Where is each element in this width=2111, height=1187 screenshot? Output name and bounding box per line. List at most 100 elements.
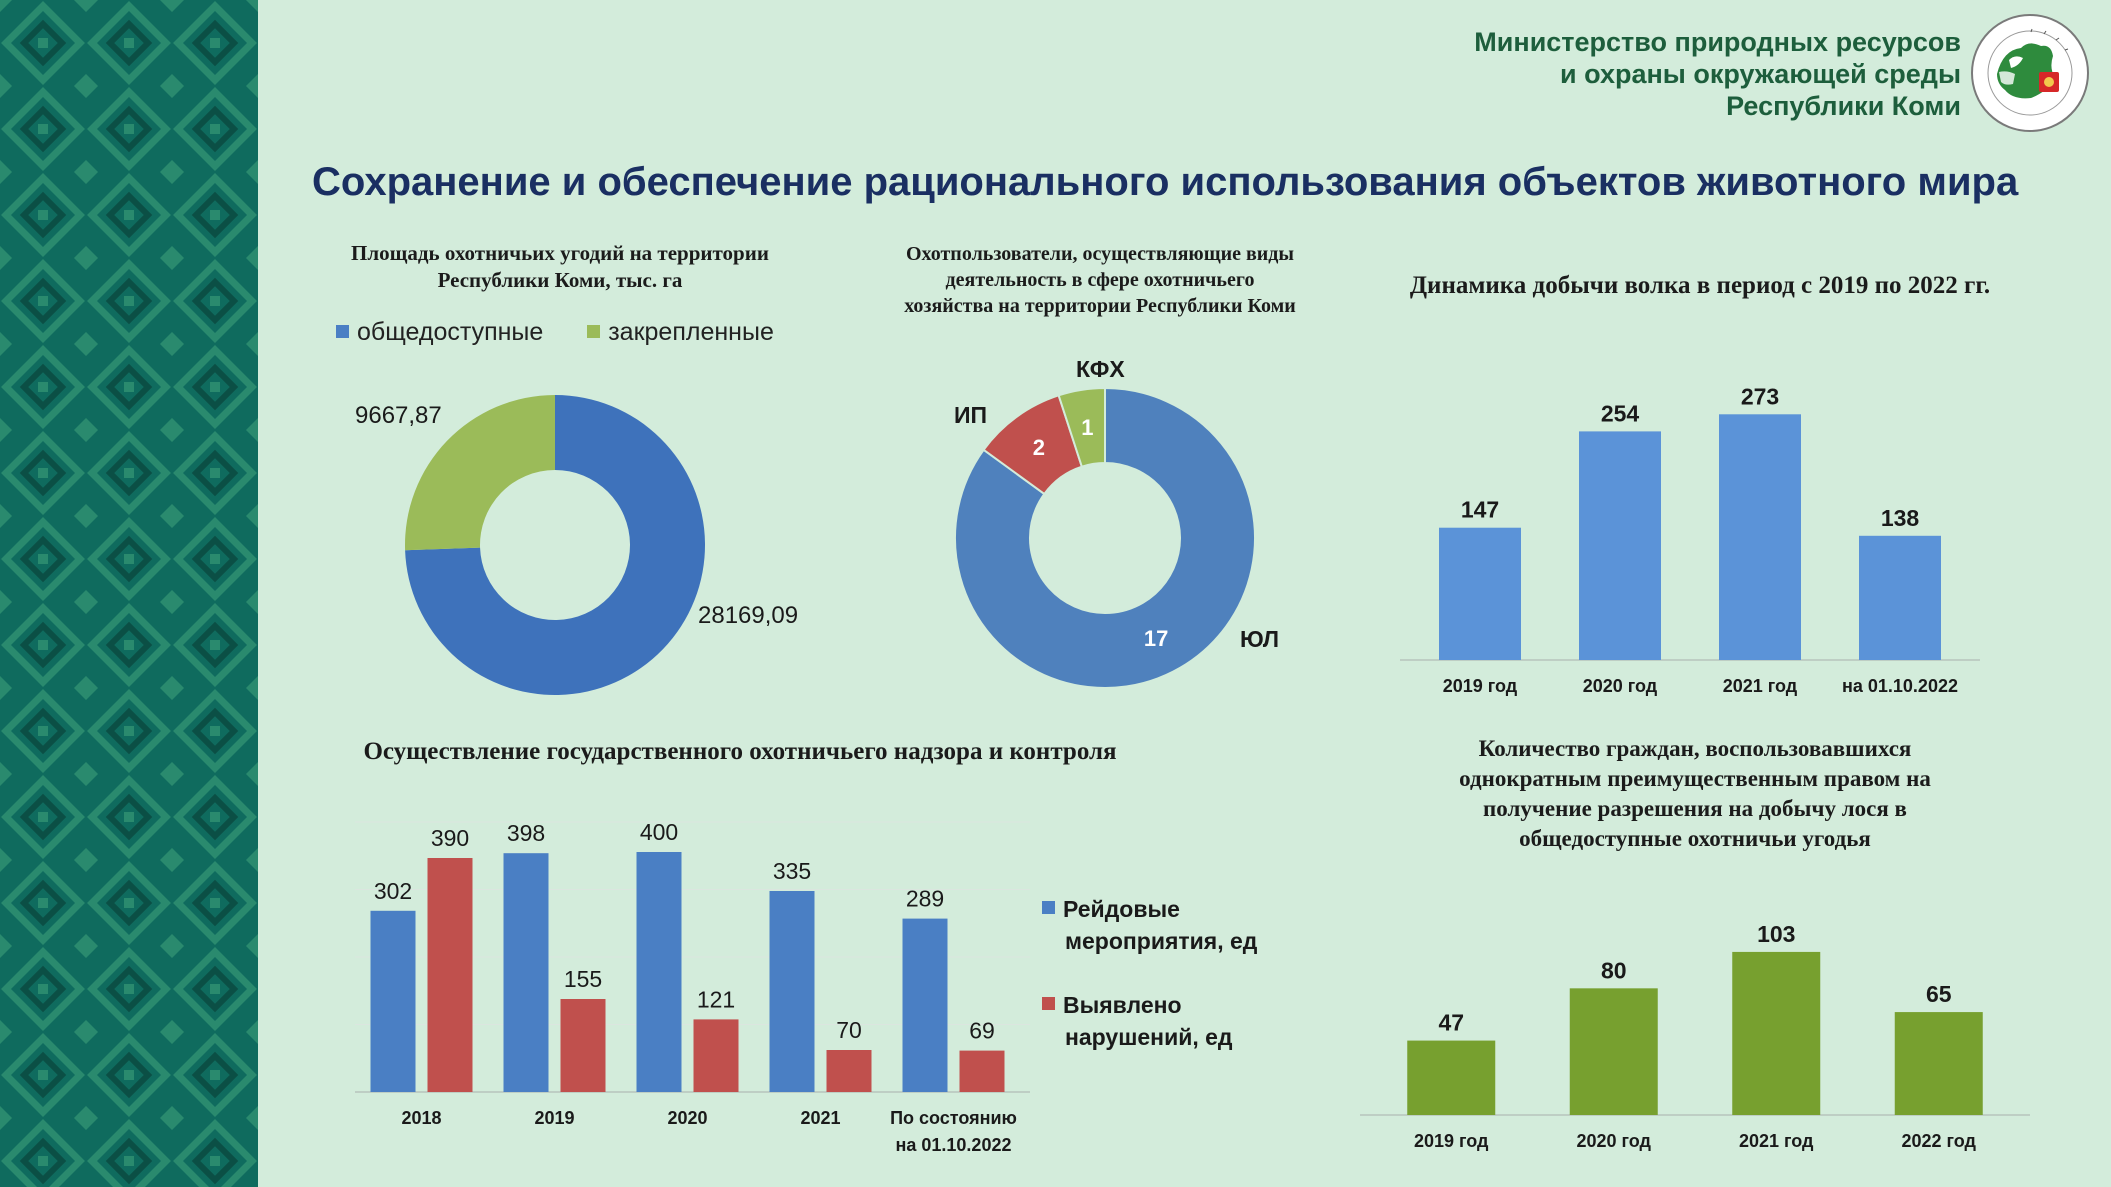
legend-swatch-violations — [1042, 997, 1055, 1010]
legend-swatch-public — [336, 325, 349, 338]
donut-chart-hunting-area — [405, 395, 705, 695]
slice-name-yul: ЮЛ — [1240, 626, 1279, 652]
ministry-emblem-icon — [1969, 12, 2091, 134]
legend-label-assigned: закрепленные — [608, 318, 774, 346]
bar-value-label: 80 — [1601, 957, 1627, 983]
bar-violations — [826, 1050, 872, 1092]
category-label: 2021 год — [1723, 676, 1798, 696]
legend-item-raids: Рейдовые — [1042, 893, 1257, 925]
donut-slice-0 — [954, 386, 1256, 689]
page-title: Сохранение и обеспечение рационального и… — [312, 160, 2019, 204]
bar-value-label: 103 — [1757, 921, 1795, 947]
bar-value-label: 121 — [697, 986, 735, 1012]
category-label: 2020 — [667, 1108, 707, 1128]
bar-violations — [959, 1050, 1005, 1092]
bar-raids — [636, 852, 682, 1092]
category-label: 2019 год — [1443, 676, 1518, 696]
bar — [1894, 1012, 1983, 1115]
chart-title-line: общедоступные охотничьи угодья — [1519, 825, 1871, 851]
chart-title-hunting-users: Охотпользователи, осуществляющие виды де… — [860, 241, 1340, 319]
category-label: По состоянию — [890, 1108, 1017, 1128]
category-label: 2021 год — [1739, 1131, 1814, 1151]
category-label: на 01.10.2022 — [1842, 676, 1958, 696]
donut-value-label: 1 — [1081, 415, 1093, 440]
donut-value-label: 2 — [1033, 435, 1045, 460]
chart-title-line: получение разрешения на добычу лося в — [1483, 795, 1907, 821]
bar-value-label: 155 — [564, 966, 602, 992]
ministry-line-2: и охраны окружающей среды — [1560, 59, 1961, 89]
slice-label-public: 28169,09 — [698, 602, 799, 629]
chart-title-wolf: Динамика добычи волка в период с 2019 по… — [1409, 272, 1991, 299]
legend-swatch-raids — [1042, 901, 1055, 914]
bar — [1859, 535, 1941, 660]
bar — [1732, 951, 1821, 1115]
ministry-line-1: Министерство природных ресурсов — [1474, 27, 1961, 57]
chart-title-elk: Количество граждан, воспользовавшихся од… — [1355, 734, 2035, 854]
category-label: 2019 — [534, 1108, 574, 1128]
chart-title-line: Охотпользователи, осуществляющие виды — [905, 243, 1295, 265]
category-label: на 01.10.2022 — [896, 1135, 1012, 1155]
chart-title-line: деятельность в сфере охотничьего — [945, 269, 1255, 291]
bar-chart-wolf: 147 2019 год 254 2020 год 273 2021 год 138 на 0… — [1400, 383, 1980, 696]
bar-value-label: 138 — [1881, 505, 1920, 531]
chart-title-line: Республики Коми, тыс. га — [437, 268, 683, 293]
bar-value-label: 47 — [1438, 1010, 1464, 1036]
category-label: 2020 год — [1577, 1131, 1652, 1151]
bar-violations — [693, 1019, 739, 1092]
bar-value-label: 273 — [1741, 383, 1779, 409]
donut-value-label: 17 — [1144, 626, 1168, 651]
donut-slice-2 — [1057, 386, 1106, 468]
chart-title-supervision: Осуществление государственного охотничье… — [363, 738, 1117, 765]
slice-name-ip: ИП — [954, 402, 988, 428]
bar-value-label: 69 — [969, 1018, 995, 1044]
bar — [1579, 431, 1661, 660]
bar-violations — [560, 999, 606, 1092]
bar-raids — [370, 910, 416, 1092]
legend-label-violations-line1: Выявлено — [1063, 992, 1182, 1018]
ministry-name: Министерство природных ресурсов и охраны… — [1474, 26, 1961, 122]
bar-chart-supervision: 302 390 2018 398 155 2019 400 121 2020 335 70 2021 2… — [355, 819, 1030, 1155]
legend-supervision: Рейдовые мероприятия, ед Выявлено наруше… — [1042, 893, 1257, 1053]
legend-swatch-assigned — [587, 325, 601, 338]
legend-label-public: общедоступные — [357, 318, 544, 346]
bar-value-label: 254 — [1601, 400, 1640, 426]
bar-raids — [769, 891, 815, 1092]
legend-label-raids-line1: Рейдовые — [1063, 896, 1180, 922]
bar — [1439, 527, 1521, 660]
bar-chart-elk: 47 2019 год 80 2020 год 103 2021 год 65 2022 го… — [1360, 921, 2030, 1151]
category-label: 2022 год — [1902, 1131, 1977, 1151]
bar-value-label: 302 — [374, 878, 412, 904]
bar-value-label: 289 — [906, 886, 944, 912]
bar-value-label: 400 — [640, 819, 678, 845]
bar — [1569, 988, 1658, 1115]
chart-title-hunting-area: Площадь охотничьих угодий на территории … — [300, 240, 820, 295]
bar — [1719, 414, 1801, 660]
donut-slice-1 — [405, 395, 555, 551]
category-label: 2018 — [401, 1108, 441, 1128]
legend-hunting-area: общедоступные закрепленные — [336, 318, 774, 347]
bar-value-label: 398 — [507, 820, 545, 846]
donut-slice-0 — [405, 395, 705, 695]
category-label: 2019 год — [1414, 1131, 1489, 1151]
bar-value-label: 65 — [1926, 981, 1952, 1007]
bar-value-label: 147 — [1461, 497, 1499, 523]
chart-title-line: Площадь охотничьих угодий на территории — [351, 241, 769, 265]
legend-item-violations: Выявлено — [1042, 989, 1257, 1021]
slice-name-kfh: КФХ — [1076, 356, 1125, 382]
bar-value-label: 70 — [836, 1017, 862, 1043]
bar-raids — [503, 853, 549, 1092]
bar — [1407, 1040, 1496, 1115]
bar-violations — [427, 858, 473, 1092]
komi-ornament-icon — [0, 0, 258, 1187]
side-ornament — [0, 0, 258, 1187]
ministry-line-3: Республики Коми — [1726, 91, 1961, 121]
bar-value-label: 390 — [431, 825, 469, 851]
category-label: 2021 — [800, 1108, 840, 1128]
legend-label-raids-line2: мероприятия, ед — [1065, 928, 1258, 954]
legend-label-violations-line2: нарушений, ед — [1065, 1024, 1233, 1050]
chart-title-line: Количество граждан, воспользовавшихся — [1478, 736, 1912, 761]
slice-label-assigned: 9667,87 — [355, 402, 442, 429]
chart-title-line: однократным преимущественным правом на — [1459, 765, 1931, 791]
category-label: 2020 год — [1583, 676, 1658, 696]
